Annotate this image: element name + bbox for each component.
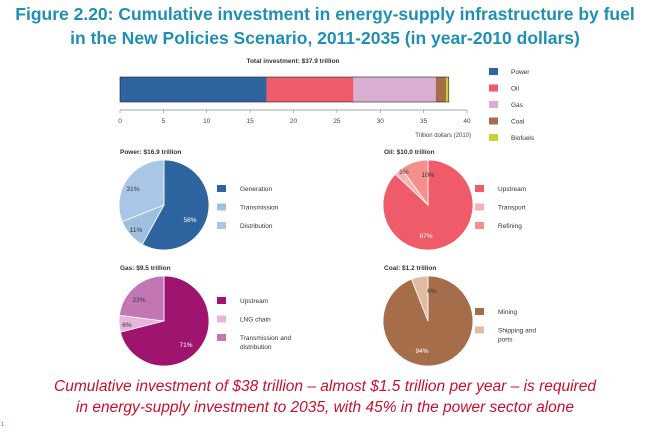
gas-slice-label-3: 23% bbox=[132, 297, 145, 304]
gas-legend-swatch-1 bbox=[217, 297, 226, 304]
figure-title: Figure 2.20: Cumulative investment in en… bbox=[0, 2, 650, 50]
power-slice-label-3: 31% bbox=[126, 186, 139, 193]
gas-pie-title: Gas: $9.5 trillion bbox=[120, 265, 171, 272]
gas-slice-label-2: 6% bbox=[122, 322, 132, 329]
bar-segment-biofuels bbox=[446, 77, 449, 102]
power-legend-swatch-3 bbox=[217, 222, 226, 229]
power-legend-label-3: Distribution bbox=[240, 223, 273, 230]
gas-legend-label-2: LNG chain bbox=[240, 317, 271, 324]
oil-slice-3 bbox=[400, 159, 429, 207]
caption: Cumulative investment of $38 trillion – … bbox=[0, 376, 650, 418]
legend-swatch-gas bbox=[489, 101, 498, 108]
power-slice-3 bbox=[118, 159, 165, 223]
power-slice-1 bbox=[141, 159, 210, 251]
legend-label-oil: Oil bbox=[511, 86, 520, 93]
coal-slice-label-2: 6% bbox=[427, 288, 437, 295]
oil-pie-title: Oil: $10.0 trillion bbox=[384, 149, 435, 156]
legend-label-biofuels: Biofuels bbox=[511, 135, 535, 142]
bar-x-tick-label: 40 bbox=[463, 118, 471, 125]
legend-label-gas: Gas bbox=[511, 102, 524, 109]
bar-x-tick-label: 5 bbox=[162, 118, 166, 125]
power-slice-label-2: 11% bbox=[130, 227, 143, 234]
coal-legend-swatch-1 bbox=[475, 308, 484, 315]
bar-segment-coal bbox=[435, 77, 447, 102]
oil-slice-label-2: 3% bbox=[399, 169, 409, 176]
power-legend-label-2: Transmission bbox=[240, 205, 279, 212]
bar-x-tick-label: 25 bbox=[333, 118, 341, 125]
legend-swatch-oil bbox=[489, 84, 498, 92]
caption-line-2: in energy-supply investment to 2035, wit… bbox=[75, 399, 574, 416]
oil-legend-label-3: Refining bbox=[498, 223, 522, 230]
gas-legend-label-3: distribution bbox=[240, 344, 272, 351]
oil-slice-label-3: 10% bbox=[421, 172, 434, 179]
power-pie-title: Power: $16.9 trillion bbox=[120, 149, 181, 156]
oil-legend-label-2: Transport bbox=[498, 205, 526, 212]
oil-legend-swatch-1 bbox=[475, 185, 484, 192]
gas-legend-label-1: Upstream bbox=[240, 298, 268, 305]
legend-swatch-power bbox=[489, 68, 498, 75]
bar-x-tick-label: 15 bbox=[247, 118, 255, 125]
bar-x-tick-label: 0 bbox=[118, 118, 122, 125]
power-legend-swatch-1 bbox=[217, 185, 226, 192]
coal-legend-label-2: ports bbox=[498, 337, 513, 344]
coal-legend-swatch-2 bbox=[475, 326, 484, 334]
coal-slice-label-1: 94% bbox=[415, 348, 428, 355]
gas-legend-swatch-2 bbox=[217, 315, 226, 323]
figure-title-line-2: in the New Policies Scenario, 2011-2035 … bbox=[70, 28, 580, 48]
gas-slice-3 bbox=[118, 275, 165, 322]
bar-segment-gas bbox=[353, 77, 436, 102]
coal-legend-label-2: Shipping and bbox=[498, 328, 536, 335]
gas-slice-label-1: 71% bbox=[179, 342, 192, 349]
oil-legend-label-1: Upstream bbox=[498, 186, 526, 193]
bar-x-tick-label: 30 bbox=[377, 118, 385, 125]
bar-outline bbox=[119, 76, 450, 103]
figure-title-line-1: Figure 2.20: Cumulative investment in en… bbox=[15, 4, 635, 24]
bar-x-tick-label: 20 bbox=[290, 118, 298, 125]
bar-x-tick-label: 35 bbox=[420, 118, 428, 125]
bar-x-tick-label: 10 bbox=[203, 118, 211, 125]
legend-swatch-biofuels bbox=[489, 134, 498, 141]
bar-segment-power bbox=[120, 77, 267, 102]
gas-slice-1 bbox=[119, 275, 210, 367]
oil-legend-swatch-3 bbox=[475, 222, 484, 229]
power-legend-label-1: Generation bbox=[240, 186, 273, 193]
oil-slice-label-1: 87% bbox=[419, 233, 432, 240]
power-legend-swatch-2 bbox=[217, 203, 226, 211]
power-slice-label-1: 58% bbox=[183, 217, 196, 224]
bar-title: Total investment: $37.9 trillion bbox=[246, 58, 339, 65]
gas-legend-label-3: Transmission and bbox=[240, 335, 291, 342]
legend-label-power: Power bbox=[511, 69, 530, 76]
legend-label-coal: Coal bbox=[511, 119, 525, 126]
gas-legend-swatch-3 bbox=[217, 334, 226, 341]
oil-legend-swatch-2 bbox=[475, 203, 484, 211]
page-number: 1 bbox=[1, 422, 4, 428]
bar-segment-oil bbox=[266, 77, 354, 102]
bar-x-axis-label: Trillion dollars (2010) bbox=[415, 133, 471, 139]
caption-line-1: Cumulative investment of $38 trillion – … bbox=[54, 378, 596, 395]
coal-pie-title: Coal: $1.2 trillion bbox=[384, 265, 436, 272]
legend-swatch-coal bbox=[489, 117, 498, 125]
coal-slice-2 bbox=[410, 275, 429, 322]
coal-legend-label-1: Mining bbox=[498, 309, 518, 316]
